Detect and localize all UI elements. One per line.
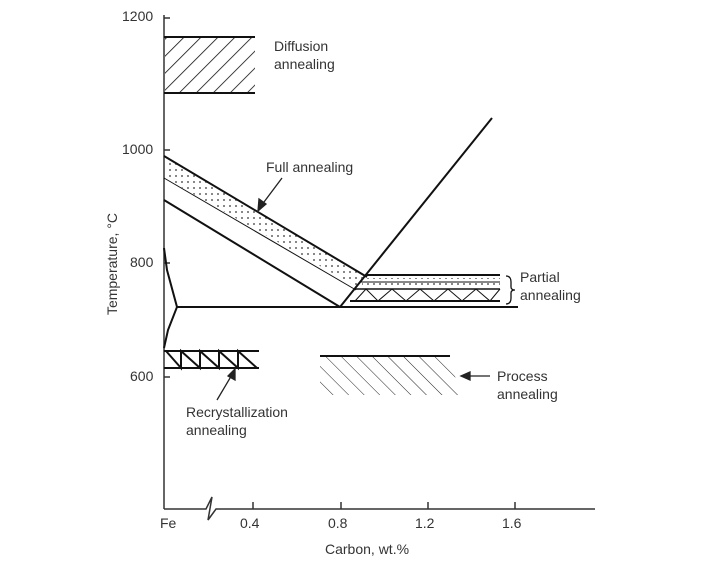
x-tick-label: 1.6 <box>502 515 522 531</box>
label-line: Recrystallization <box>186 404 288 420</box>
full-annealing-label: Full annealing <box>266 159 354 175</box>
diffusion-label: Diffusion annealing <box>274 37 335 73</box>
partial-annealing-label: Partial annealing <box>520 268 581 304</box>
label-line: annealing <box>520 287 581 303</box>
partial-annealing-region <box>350 274 516 305</box>
x-tick-label: 0.4 <box>240 515 260 531</box>
label-line: annealing <box>497 386 558 402</box>
diffusion-annealing-region <box>164 36 255 94</box>
x-axis-label: Carbon, wt.% <box>325 541 410 557</box>
recrystallization-annealing-region <box>164 348 259 371</box>
label-line: annealing <box>274 56 335 72</box>
y-tick-label: 1200 <box>122 8 154 24</box>
recrystallization-annealing-label: Recrystallization annealing <box>186 403 288 439</box>
arrows <box>216 177 490 401</box>
label-line: Process <box>497 368 548 384</box>
y-tick-label: 1000 <box>122 141 154 157</box>
full-annealing-region <box>163 117 493 308</box>
y-axis <box>163 15 170 509</box>
y-axis-label: Temperature, °C <box>104 212 120 316</box>
x-tick-label: 0.8 <box>328 515 348 531</box>
label-line: annealing <box>186 422 247 438</box>
phase-boundaries <box>163 247 518 349</box>
label-line: Partial <box>520 269 560 285</box>
x-tick-label: Fe <box>160 515 177 531</box>
x-tick-label: 1.2 <box>415 515 435 531</box>
x-axis <box>164 496 595 521</box>
process-annealing-region <box>320 355 460 395</box>
y-tick-label: 800 <box>130 254 154 270</box>
label-line: Diffusion <box>274 38 329 54</box>
process-annealing-label: Process annealing <box>497 367 558 403</box>
y-tick-label: 600 <box>130 368 154 384</box>
